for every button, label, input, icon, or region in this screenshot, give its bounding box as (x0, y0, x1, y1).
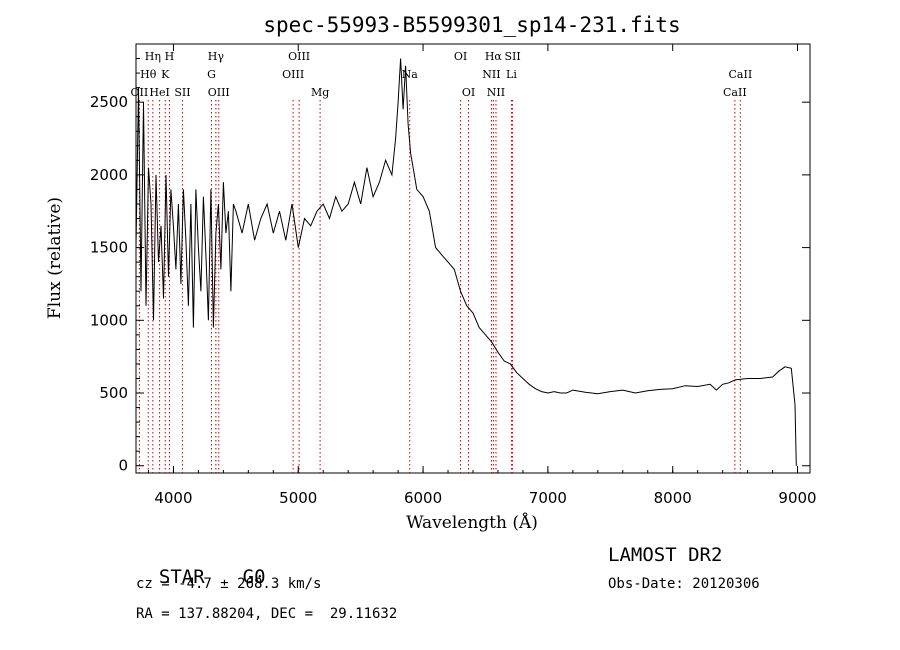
y-tick-label-5: 2500 (90, 93, 128, 111)
line-label-18: NII (487, 86, 505, 99)
line-label-5: K (161, 68, 170, 81)
spectral-line-markers (138, 100, 741, 473)
plot-frame (135, 43, 811, 474)
line-label-9: OIII (208, 86, 230, 99)
survey-label: LAMOST DR2 (608, 544, 723, 566)
line-label-8: G (207, 68, 216, 81)
x-axis-label: Wavelength (Å) (406, 512, 538, 533)
line-label-1: Hη (145, 50, 161, 63)
line-label-21: CaII (729, 68, 753, 81)
line-label-3: HeI (149, 86, 169, 99)
object-class: STAR G0 (136, 544, 266, 588)
x-axis-ticks: 4000 5000 6000 7000 8000 9000 (147, 44, 817, 507)
x-tick-label-2: 6000 (404, 489, 442, 507)
x-tick-label-3: 7000 (529, 489, 567, 507)
line-label-11: OIII (282, 68, 304, 81)
spectrum-chart: spec-55993-B5599301_sp14-231.fits OII Hη H… (45, 13, 817, 533)
y-tick-label-1: 500 (99, 384, 128, 402)
line-label-12: Mg (311, 86, 329, 99)
chart-title: spec-55993-B5599301_sp14-231.fits (263, 13, 680, 37)
x-tick-label-4: 8000 (654, 489, 692, 507)
subclass-label: G0 (242, 566, 266, 588)
line-label-16: Hα (485, 50, 503, 63)
redshift-label: cz = -4.7 ± 268.3 km/s (136, 576, 322, 592)
line-label-15: OI (462, 86, 475, 99)
line-label-6: SII (174, 86, 190, 99)
line-label-19: SII (504, 50, 520, 63)
line-label-10: OIII (288, 50, 310, 63)
y-tick-label-4: 2000 (90, 166, 128, 184)
line-label-4: H (165, 50, 175, 63)
line-label-13: Na (402, 68, 419, 81)
y-axis-label: Flux (relative) (45, 197, 65, 319)
line-label-20: Li (506, 68, 517, 81)
line-label-0: OII (131, 86, 149, 99)
obs-date-label: Obs-Date: 20120306 (608, 576, 760, 592)
line-label-14: OI (454, 50, 467, 63)
line-label-17: NII (482, 68, 500, 81)
line-label-22: CaII (723, 86, 747, 99)
y-tick-label-0: 0 (118, 457, 128, 475)
coordinates-label: RA = 137.88204, DEC = 29.11632 (136, 606, 398, 622)
y-tick-label-2: 1000 (90, 311, 128, 329)
x-tick-label-0: 4000 (154, 489, 192, 507)
x-tick-label-1: 5000 (279, 489, 317, 507)
spectrum-line (135, 58, 797, 466)
y-axis-ticks: 0 500 1000 1500 2000 2500 (90, 58, 810, 475)
line-label-2: Hθ (140, 68, 157, 81)
class-label: STAR (158, 566, 205, 588)
x-tick-label-5: 9000 (778, 489, 816, 507)
spectral-line-labels: OII Hη Hθ HeI HK SII Hγ G OIII OIII OIII Mg Na OI OI Hα… (131, 50, 753, 99)
y-tick-label-3: 1500 (90, 239, 128, 257)
line-label-7: Hγ (208, 50, 225, 63)
